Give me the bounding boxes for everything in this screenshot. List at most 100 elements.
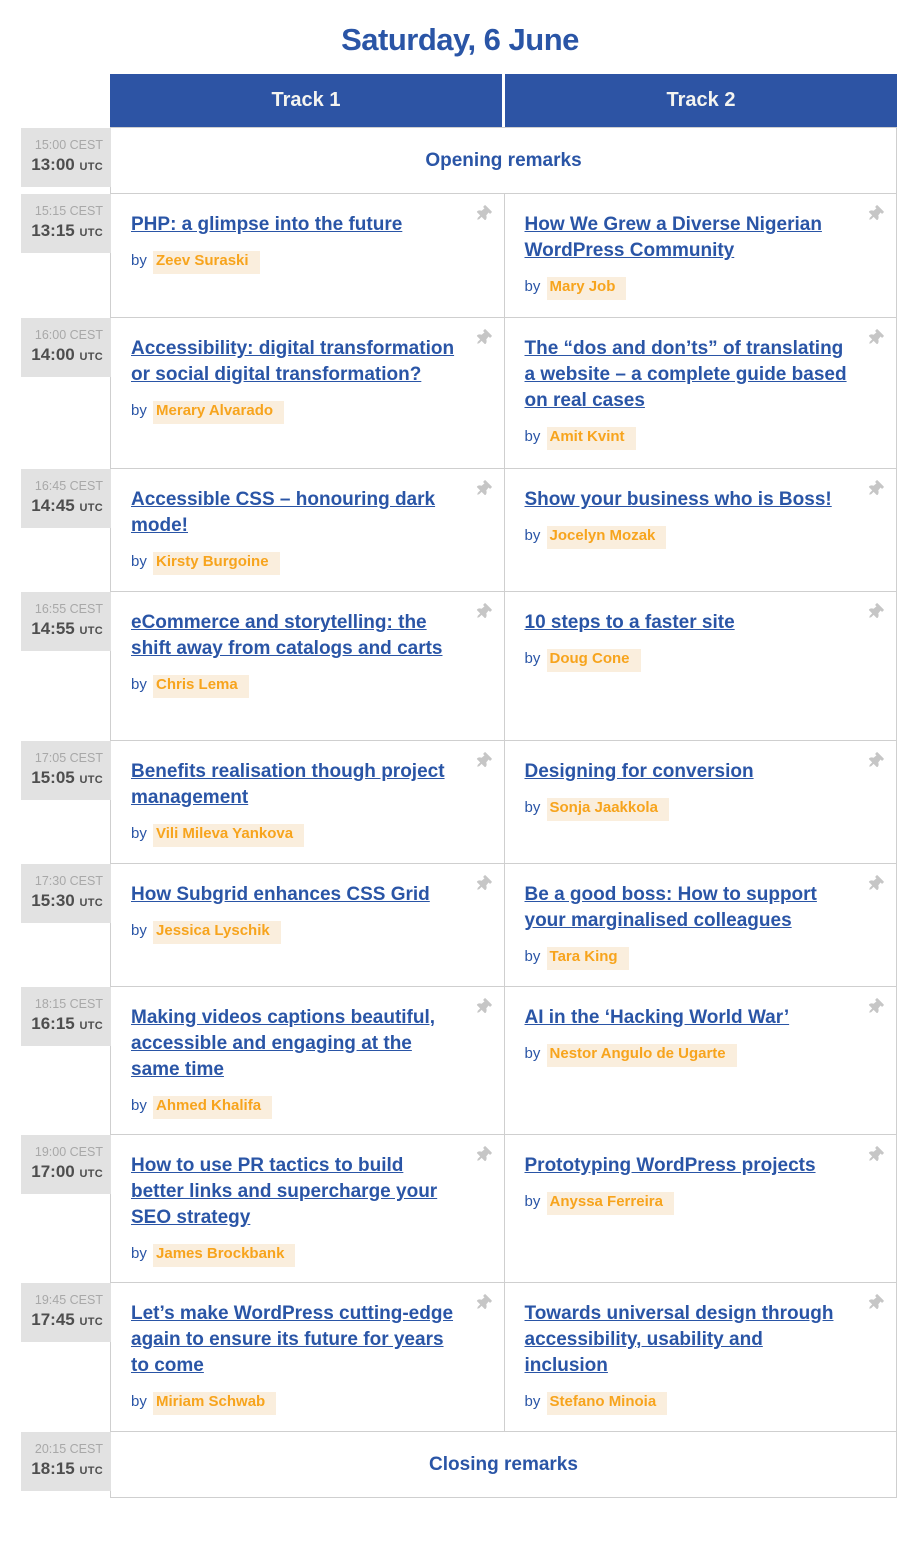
session-title-link[interactable]: Prototyping WordPress projects (524, 1155, 816, 1176)
time-cest-line: 15:00 CEST (25, 137, 103, 153)
session-title-link[interactable]: AI in the ‘Hacking World War’ (524, 1007, 790, 1028)
session-title-link[interactable]: Designing for conversion (524, 761, 754, 782)
time-utc: 13:15 (31, 221, 75, 240)
session-title-link[interactable]: Be a good boss: How to support your marg… (524, 884, 817, 931)
track-2-header: Track 2 (505, 74, 897, 127)
pin-icon[interactable] (471, 478, 494, 501)
pin-icon[interactable] (864, 203, 887, 226)
pin-icon[interactable] (864, 873, 887, 896)
session-title-link[interactable]: 10 steps to a faster site (524, 612, 735, 633)
schedule-header: Track 1 Track 2 (110, 74, 897, 127)
remarks-label: Closing remarks (429, 1453, 578, 1475)
session-cell-track1: How to use PR tactics to build better li… (111, 1135, 504, 1282)
time-cest-zone: CEST (69, 874, 103, 888)
by-label: by (131, 553, 152, 570)
session-title-link[interactable]: Benefits realisation though project mana… (131, 761, 445, 808)
time-utc-zone: UTC (79, 1465, 103, 1477)
session-byline: by Jocelyn Mozak (524, 526, 851, 549)
session-title-link[interactable]: eCommerce and storytelling: the shift aw… (131, 612, 443, 659)
time-cest-line: 19:45 CEST (25, 1292, 103, 1308)
session-cell-track1: Accessible CSS – honouring dark mode! by… (111, 469, 504, 591)
time-utc-zone: UTC (79, 227, 103, 239)
session-byline: by Amit Kvint (525, 427, 851, 450)
session-title-link[interactable]: How Subgrid enhances CSS Grid (131, 884, 430, 905)
session-title-link[interactable]: How to use PR tactics to build better li… (131, 1155, 438, 1228)
pin-icon[interactable] (471, 1292, 494, 1315)
time-utc-line: 13:00 UTC (25, 154, 103, 178)
time-utc-zone: UTC (79, 1316, 103, 1328)
pin-icon[interactable] (864, 327, 887, 350)
pin-icon[interactable] (471, 996, 494, 1019)
session-title-link[interactable]: Accessibility: digital transformation or… (131, 338, 455, 385)
pin-icon[interactable] (864, 1292, 887, 1315)
time-cest-line: 16:00 CEST (25, 327, 103, 343)
pin-icon[interactable] (864, 601, 887, 624)
session-byline: by Anyssa Ferreira (525, 1192, 851, 1215)
session-title-link[interactable]: How We Grew a Diverse Nigerian WordPress… (524, 214, 822, 261)
time-cest-line: 15:15 CEST (25, 203, 103, 219)
pin-icon[interactable] (864, 478, 887, 501)
time-cest-zone: CEST (69, 1442, 103, 1456)
session-byline: by Vili Mileva Yankova (131, 824, 458, 847)
time-cest-zone: CEST (69, 204, 103, 218)
pin-icon[interactable] (864, 996, 887, 1019)
pin-icon[interactable] (471, 203, 494, 226)
track-1-header: Track 1 (110, 74, 502, 127)
by-label: by (131, 1393, 152, 1410)
by-label: by (524, 278, 545, 295)
time-cest-line: 17:05 CEST (25, 750, 103, 766)
pin-icon[interactable] (471, 1144, 494, 1167)
time-utc-line: 14:55 UTC (25, 618, 103, 642)
speaker-name: Merary Alvarado (153, 401, 285, 424)
time-slot: 15:15 CEST 13:15 UTC (21, 194, 111, 253)
schedule-row-span: 20:15 CEST 18:15 UTC Closing remarks (21, 1432, 896, 1497)
by-label: by (131, 922, 152, 939)
speaker-name: Vili Mileva Yankova (153, 824, 305, 847)
speaker-name: Doug Cone (546, 649, 641, 672)
time-utc-zone: UTC (79, 1168, 103, 1180)
session-title-link[interactable]: Accessible CSS – honouring dark mode! (131, 489, 436, 536)
time-utc-line: 17:45 UTC (25, 1309, 103, 1333)
by-label: by (131, 1245, 152, 1262)
session-title-link[interactable]: PHP: a glimpse into the future (131, 214, 403, 235)
speaker-name: Mary Job (546, 277, 627, 300)
schedule-row-span: 15:00 CEST 13:00 UTC Opening remarks (21, 128, 896, 194)
time-cest: 16:55 (34, 602, 67, 616)
page-title: Saturday, 6 June (341, 22, 579, 57)
time-slot: 19:45 CEST 17:45 UTC (21, 1283, 111, 1342)
pin-icon[interactable] (471, 601, 494, 624)
session-cell-track2: The “dos and don’ts” of translating a we… (503, 318, 897, 468)
time-cest: 15:15 (34, 204, 67, 218)
time-cest: 19:45 (34, 1293, 67, 1307)
schedule-body: 15:00 CEST 13:00 UTC Opening remarks 15:… (21, 127, 897, 1498)
session-byline: by Doug Cone (525, 649, 851, 672)
time-utc: 15:05 (31, 768, 75, 787)
session-title-link[interactable]: Let’s make WordPress cutting-edge again … (131, 1303, 454, 1376)
session-title-link[interactable]: Making videos captions beautiful, access… (131, 1007, 436, 1080)
time-slot: 16:55 CEST 14:55 UTC (21, 592, 111, 651)
remarks-cell: Opening remarks (111, 128, 896, 193)
session-title-link[interactable]: The “dos and don’ts” of translating a we… (524, 338, 847, 411)
pin-icon[interactable] (864, 1144, 887, 1167)
schedule-row: 16:00 CEST 14:00 UTC Accessibility: digi… (21, 318, 897, 469)
speaker-name: Kirsty Burgoine (153, 552, 280, 575)
time-cest-zone: CEST (69, 1293, 103, 1307)
speaker-name: Stefano Minoia (546, 1392, 668, 1415)
pin-icon[interactable] (471, 327, 494, 350)
time-cest: 17:30 (34, 874, 67, 888)
time-utc-zone: UTC (79, 774, 103, 786)
time-cest-zone: CEST (69, 328, 103, 342)
time-slot: 16:00 CEST 14:00 UTC (21, 318, 111, 377)
speaker-name: Chris Lema (153, 675, 249, 698)
session-title-link[interactable]: Towards universal design through accessi… (524, 1303, 834, 1376)
pin-icon[interactable] (864, 750, 887, 773)
pin-icon[interactable] (471, 873, 494, 896)
session-cell-track2: AI in the ‘Hacking World War’ by Nestor … (503, 987, 897, 1134)
session-byline: by Sonja Jaakkola (525, 798, 851, 821)
session-title-link[interactable]: Show your business who is Boss! (524, 489, 832, 510)
pin-icon[interactable] (471, 750, 494, 773)
time-cest-line: 18:15 CEST (25, 996, 103, 1012)
session-byline: by Tara King (525, 947, 851, 970)
remarks-label: Opening remarks (425, 149, 582, 171)
by-label: by (524, 527, 545, 544)
